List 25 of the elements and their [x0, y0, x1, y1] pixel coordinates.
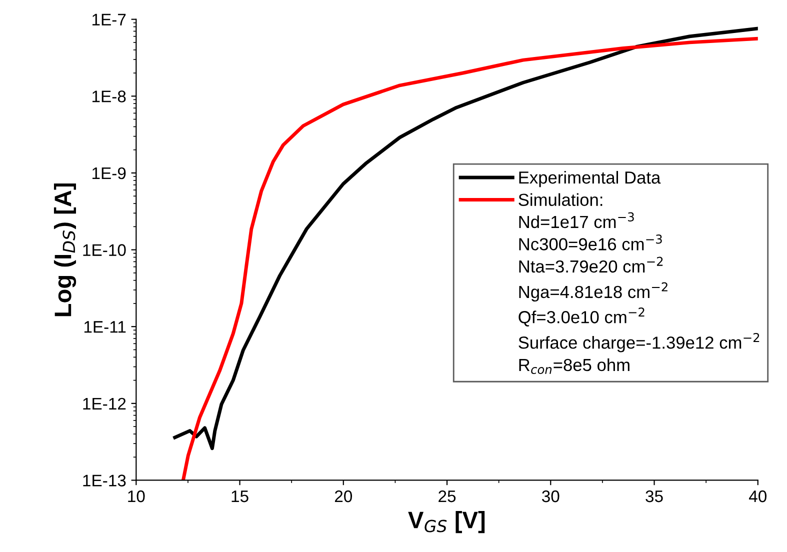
annotation: Nga=4.81e18 cm$^{−2}$: [519, 282, 668, 302]
y-tick-label: 1E-9: [92, 167, 126, 180]
y-tick-label: 1E-8: [92, 90, 126, 102]
y-tick-label: 1E-13: [83, 474, 126, 486]
y-axis-title: Log (I$_{DS}$) [A]: [54, 183, 76, 316]
annotation: Nc300=9e16 cm$^{−3}$: [519, 234, 662, 250]
legend-label: Experimental Data: [519, 170, 661, 188]
x-tick-label: 30: [542, 490, 560, 502]
x-tick-label: 20: [334, 490, 352, 502]
y-tick-label: 1E-12: [83, 398, 126, 410]
annotation: Qf=3.0e10 cm$^{−2}$: [518, 307, 644, 326]
annotation: Nd=1e17 cm$^{−3}$: [519, 212, 634, 228]
x-axis-title: V$_{GS}$ [V]: [408, 511, 485, 534]
x-tick-label: 35: [646, 490, 663, 502]
annotation: R$_{con}$=8e5 ohm: [519, 358, 630, 374]
x-tick-label: 15: [232, 490, 248, 502]
annotation: Nta=3.79e20 cm$^{−2}$: [519, 256, 663, 273]
y-tick-label: 1E-11: [84, 321, 126, 333]
y-tick-label: 1E-7: [92, 14, 126, 26]
x-tick-label: 40: [748, 490, 766, 502]
x-tick-label: 25: [438, 490, 456, 502]
x-tick-label: 10: [128, 490, 145, 502]
annotation: Surface charge=-1.39e12 cm$^{−2}$: [518, 332, 760, 352]
y-tick-label: 1E-10: [83, 244, 126, 256]
legend-label: Simulation:: [518, 193, 602, 206]
